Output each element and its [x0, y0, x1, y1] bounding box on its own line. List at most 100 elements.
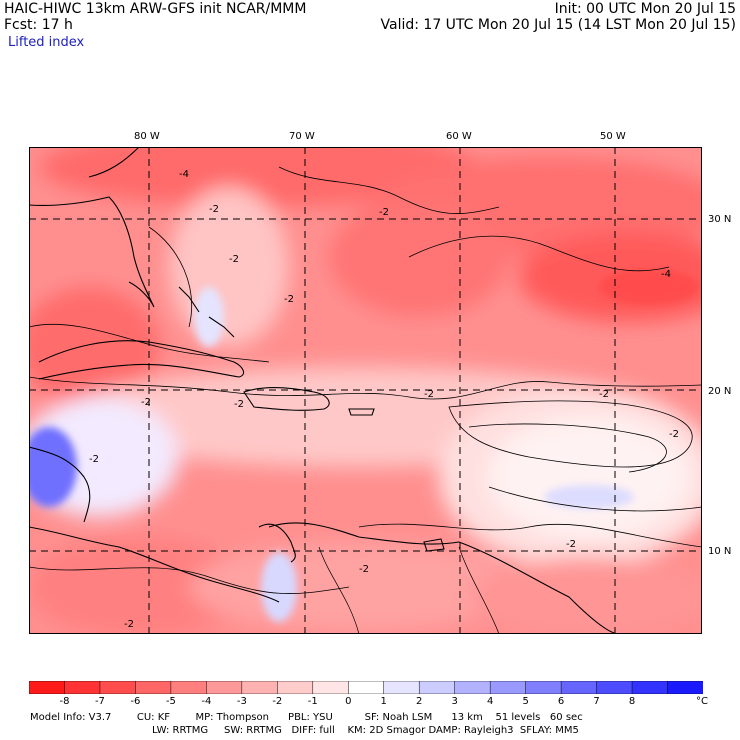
colorbar-swatch	[418, 681, 456, 694]
coastline-cuba	[38, 340, 245, 380]
contour-label: -2	[284, 294, 294, 305]
colorbar-tick-label: -5	[165, 696, 176, 707]
colorbar-swatch	[277, 681, 314, 694]
colorbar	[29, 681, 703, 694]
colorbar-unit: °C	[696, 696, 708, 707]
coastline-trinidad	[423, 538, 445, 552]
contour-label: -2	[424, 389, 434, 400]
colorbar-swatch	[454, 681, 491, 694]
field-northwest-stable	[169, 187, 289, 347]
colorbar-tick-label: 1	[380, 696, 387, 707]
model-info-line2: LW: RRTMG SW: RRTMG DIFF: full KM: 2D Sm…	[152, 725, 579, 736]
colorbar-tick-label: -6	[130, 696, 141, 707]
colorbar-tick-label: 0	[345, 696, 352, 707]
colorbar-swatch	[170, 681, 208, 694]
coastline-bahamas	[178, 286, 235, 338]
colorbar-swatch	[135, 681, 172, 694]
header-valid: Valid: 17 UTC Mon 20 Jul 15 (14 LST Mon …	[380, 17, 736, 33]
colorbar-swatch	[631, 681, 669, 694]
colorbar-tick-label: 6	[557, 696, 565, 707]
contour-label: -2	[234, 399, 244, 410]
coastline-us-northeast	[88, 147, 140, 178]
contour-line-7	[278, 166, 500, 214]
lat-label-10n: 10 N	[708, 546, 732, 557]
field-blue-patch-1	[544, 485, 634, 509]
lon-label-80w: 80 W	[134, 131, 160, 142]
colorbar-tick-label: 8	[628, 696, 636, 707]
map-frame	[29, 147, 702, 634]
contour-line-8	[148, 226, 192, 328]
colorbar-tick-label: -3	[236, 696, 247, 707]
contour-label: -4	[661, 269, 671, 280]
contour-line-2	[448, 400, 693, 468]
contour-label: -2	[566, 539, 576, 550]
contour-label: -2	[669, 429, 679, 440]
colorbar-swatch	[383, 681, 420, 694]
contour-label: -2	[229, 254, 239, 265]
coastline-hispaniola	[243, 386, 330, 411]
header-init: Init: 00 UTC Mon 20 Jul 15	[554, 1, 736, 17]
colorbar-swatch	[241, 681, 279, 694]
lon-label-50w: 50 W	[600, 131, 626, 142]
colorbar-swatch	[525, 681, 562, 694]
colorbar-swatch	[667, 681, 703, 694]
colorbar-tick-label: 7	[593, 696, 600, 707]
lifted-index-map: -2 -2 -4 -2 -2 -2 -2 -2 -2 -2 -2 -4 -2 -…	[29, 147, 702, 634]
field-southeast-moderate	[469, 557, 702, 634]
field-southwest-moderate	[29, 537, 249, 634]
colorbar-tick-label: -8	[59, 696, 70, 707]
contour-line-6	[408, 235, 670, 272]
contour-label: -4	[179, 169, 189, 180]
colorbar-tick-label: -7	[94, 696, 105, 707]
colorbar-tick-label: -1	[307, 696, 318, 707]
contour-line-5	[29, 323, 270, 363]
field-east-strong-patch	[599, 269, 699, 305]
field-east-stable-core	[489, 417, 689, 537]
coastline-puerto-rico	[348, 408, 375, 416]
coastline-panama	[258, 523, 296, 563]
coastline-florida-east	[29, 196, 155, 308]
border-colombia-venezuela	[318, 546, 360, 634]
field-blue-patch-2	[261, 552, 297, 622]
contour-line-4	[488, 486, 702, 512]
colorbar-swatch	[29, 681, 66, 694]
field-name: Lifted index	[8, 35, 85, 50]
field-west-strong	[29, 287, 159, 407]
border-venezuela-guyana	[458, 546, 500, 634]
contour-label: -2	[209, 204, 219, 215]
colorbar-tick-label: 3	[451, 696, 458, 707]
contour-line-1	[29, 376, 702, 400]
colorbar-tick-label: 4	[486, 696, 494, 707]
lon-label-60w: 60 W	[446, 131, 472, 142]
colorbar-swatch	[99, 681, 137, 694]
contour-label: -2	[599, 389, 609, 400]
contour-label: -2	[141, 397, 151, 408]
contour-line-10	[358, 523, 702, 548]
contour-label: -2	[124, 619, 134, 630]
contour-line-9	[29, 566, 350, 594]
field-central-band	[329, 197, 509, 317]
coastline-yucatan	[29, 446, 91, 523]
model-info-line1: Model Info: V3.7 CU: KF MP: Thompson PBL…	[30, 712, 583, 723]
colorbar-swatch	[489, 681, 527, 694]
contour-label: -2	[379, 207, 389, 218]
colorbar-tick-label: -2	[272, 696, 283, 707]
contour-line-3	[468, 423, 667, 473]
lon-label-70w: 70 W	[289, 131, 315, 142]
colorbar-swatch	[348, 681, 385, 694]
header-forecast: Fcst: 17 h	[4, 17, 73, 33]
colorbar-swatch	[560, 681, 598, 694]
colorbar-swatch	[206, 681, 243, 694]
colorbar-swatch	[596, 681, 633, 694]
colorbar-swatch	[312, 681, 350, 694]
lat-label-20n: 20 N	[708, 386, 732, 397]
field-blue-core	[29, 427, 77, 507]
coastline-central-america	[29, 526, 280, 603]
lat-label-30n: 30 N	[708, 214, 732, 225]
colorbar-tick-label: 5	[522, 696, 529, 707]
contour-label: -2	[359, 564, 369, 575]
header-title: HAIC-HIWC 13km ARW-GFS init NCAR/MMM	[4, 1, 307, 17]
colorbar-tick-label: 2	[416, 696, 423, 707]
coastline-south-america	[268, 522, 620, 634]
contour-label: -2	[89, 454, 99, 465]
